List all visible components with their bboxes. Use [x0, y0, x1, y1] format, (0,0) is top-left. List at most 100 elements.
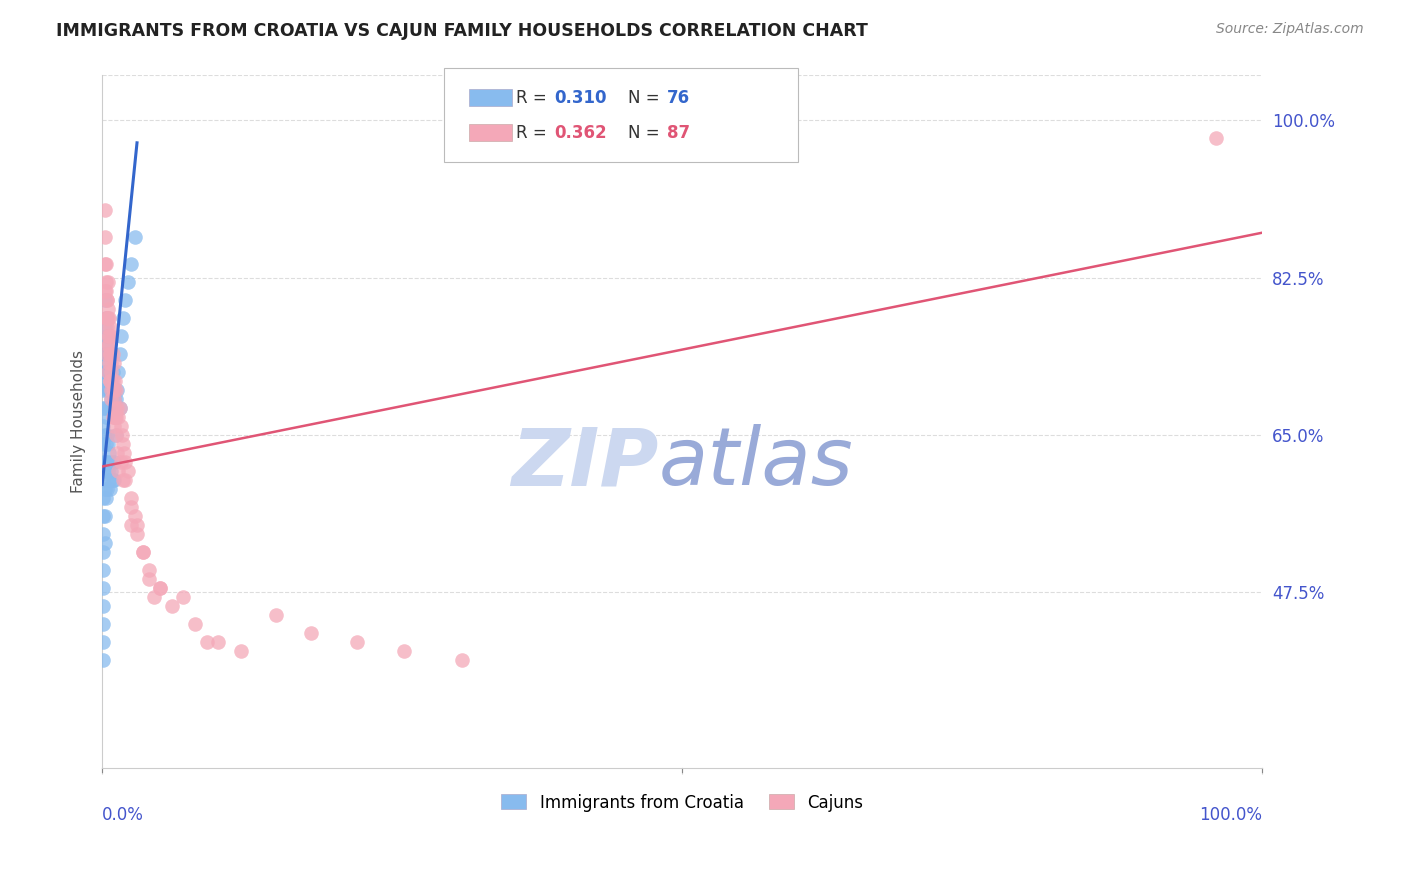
Point — [94, 311, 117, 326]
Point — [112, 473, 135, 487]
Point — [93, 599, 115, 613]
Text: N =: N = — [627, 88, 665, 107]
Point — [93, 419, 115, 434]
Point — [101, 473, 124, 487]
Text: 87: 87 — [666, 124, 690, 142]
Point — [104, 410, 127, 425]
Point — [299, 625, 322, 640]
Point — [97, 464, 120, 478]
Point — [101, 347, 124, 361]
Text: 0.362: 0.362 — [554, 124, 607, 142]
Point — [132, 545, 155, 559]
Point — [98, 446, 121, 460]
Point — [98, 482, 121, 496]
Point — [96, 311, 118, 326]
Point — [105, 383, 128, 397]
Point — [207, 635, 229, 649]
Point — [98, 320, 121, 334]
Point — [110, 455, 132, 469]
Point — [93, 527, 115, 541]
Point — [93, 284, 115, 298]
Point — [98, 347, 121, 361]
Point — [94, 491, 117, 505]
Point — [93, 365, 115, 379]
Point — [108, 347, 131, 361]
Point — [392, 644, 415, 658]
Point — [103, 392, 125, 406]
Point — [110, 329, 132, 343]
Text: atlas: atlas — [659, 424, 853, 502]
FancyBboxPatch shape — [468, 124, 512, 141]
Text: 0.310: 0.310 — [554, 88, 607, 107]
Point — [94, 284, 117, 298]
Point — [103, 392, 125, 406]
Text: R =: R = — [516, 88, 553, 107]
Point — [94, 464, 117, 478]
Point — [104, 401, 127, 415]
Point — [264, 607, 287, 622]
Point — [93, 508, 115, 523]
Point — [110, 419, 132, 434]
Text: IMMIGRANTS FROM CROATIA VS CAJUN FAMILY HOUSEHOLDS CORRELATION CHART: IMMIGRANTS FROM CROATIA VS CAJUN FAMILY … — [56, 22, 868, 40]
Point — [138, 572, 160, 586]
Point — [103, 356, 125, 370]
Point — [93, 635, 115, 649]
Point — [101, 365, 124, 379]
Point — [105, 446, 128, 460]
Point — [96, 455, 118, 469]
Point — [112, 311, 135, 326]
Point — [112, 446, 135, 460]
Point — [96, 482, 118, 496]
Point — [98, 347, 121, 361]
Point — [184, 616, 207, 631]
Point — [103, 473, 125, 487]
Point — [103, 383, 125, 397]
Point — [125, 527, 148, 541]
Point — [97, 329, 120, 343]
Text: ZIP: ZIP — [512, 424, 659, 502]
Point — [105, 410, 128, 425]
Point — [120, 500, 142, 514]
Point — [94, 275, 117, 289]
Point — [138, 563, 160, 577]
Point — [98, 374, 121, 388]
Point — [149, 581, 172, 595]
Point — [100, 329, 122, 343]
Point — [104, 374, 127, 388]
Point — [97, 302, 120, 317]
Point — [231, 644, 253, 658]
Point — [100, 392, 122, 406]
Point — [97, 365, 120, 379]
Point — [346, 635, 368, 649]
Point — [97, 311, 120, 326]
Point — [143, 590, 166, 604]
Point — [120, 257, 142, 271]
Point — [100, 356, 122, 370]
Point — [101, 383, 124, 397]
Point — [93, 455, 115, 469]
Point — [100, 374, 122, 388]
Point — [96, 329, 118, 343]
Point — [149, 581, 172, 595]
Point — [98, 338, 121, 352]
Point — [93, 203, 115, 218]
Point — [94, 437, 117, 451]
Point — [93, 616, 115, 631]
Point — [94, 311, 117, 326]
Point — [107, 365, 129, 379]
Point — [98, 383, 121, 397]
Point — [97, 338, 120, 352]
Point — [97, 275, 120, 289]
Y-axis label: Family Households: Family Households — [72, 350, 86, 493]
Point — [93, 257, 115, 271]
Point — [97, 347, 120, 361]
Point — [97, 401, 120, 415]
Point — [98, 311, 121, 326]
Point — [98, 455, 121, 469]
Point — [93, 293, 115, 308]
Point — [96, 356, 118, 370]
Point — [93, 581, 115, 595]
Text: R =: R = — [516, 124, 553, 142]
Point — [93, 230, 115, 244]
Point — [94, 365, 117, 379]
